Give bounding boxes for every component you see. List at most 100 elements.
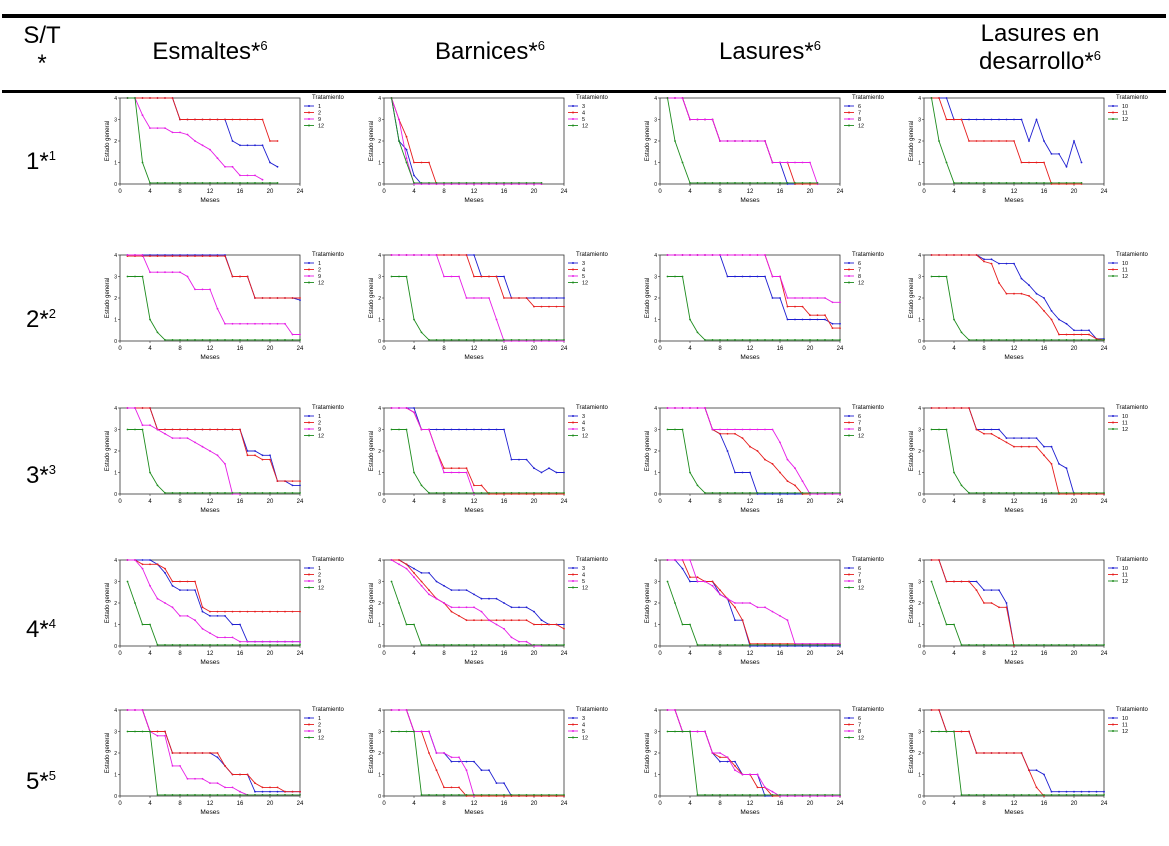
data-point (216, 752, 219, 754)
data-point (291, 492, 294, 494)
legend-label-9: 9 (318, 427, 321, 433)
data-point (726, 756, 729, 759)
data-point (968, 730, 970, 733)
y-axis-label: Estado general (369, 121, 375, 161)
data-point (540, 297, 543, 299)
series-line-5 (391, 254, 564, 342)
x-tick-label: 24 (1101, 189, 1108, 195)
data-point (291, 297, 294, 299)
data-point (1088, 329, 1090, 332)
series-line-12 (931, 429, 1104, 494)
data-point (156, 182, 159, 184)
data-point (480, 610, 483, 613)
x-tick-label: 12 (747, 651, 754, 657)
data-point (261, 322, 264, 325)
data-point (1058, 794, 1060, 796)
data-point (998, 282, 1000, 284)
data-point (164, 428, 166, 431)
data-point (503, 619, 505, 622)
legend-label-1: 1 (318, 104, 321, 110)
data-point (786, 644, 789, 646)
x-tick-label: 12 (1011, 346, 1018, 352)
y-tick-label: 3 (918, 428, 921, 434)
data-point (473, 297, 475, 299)
data-point (681, 407, 684, 409)
legend-marker (848, 730, 850, 732)
data-point (141, 424, 144, 427)
data-point (390, 559, 393, 561)
data-point (269, 339, 271, 341)
legend-marker (1112, 567, 1114, 569)
y-tick-label: 0 (378, 794, 381, 800)
data-point (480, 484, 483, 487)
data-point (450, 254, 453, 256)
data-point (945, 428, 948, 431)
data-point (435, 339, 438, 341)
x-tick-label: 24 (297, 801, 304, 807)
data-point (179, 492, 181, 494)
legend-marker (572, 124, 574, 127)
data-point (666, 709, 669, 711)
data-point (741, 428, 744, 431)
data-point (186, 580, 189, 583)
data-point (1043, 644, 1045, 646)
data-point (983, 140, 985, 142)
data-point (518, 794, 520, 796)
data-point (134, 275, 136, 278)
data-point (1050, 794, 1053, 796)
data-point (473, 182, 475, 184)
data-point (794, 644, 796, 646)
data-point (239, 144, 241, 147)
data-point (201, 492, 204, 494)
data-point (809, 318, 811, 321)
data-point (291, 640, 294, 643)
data-point (734, 794, 736, 796)
legend-title: Tratamiento (312, 405, 344, 411)
x-tick-label: 20 (267, 189, 274, 195)
legend-label-4: 4 (582, 111, 585, 117)
data-point (465, 644, 468, 646)
y-tick-label: 4 (114, 96, 117, 102)
data-point (261, 339, 264, 341)
data-point (450, 794, 453, 796)
data-point (696, 644, 699, 646)
x-tick-label: 4 (412, 189, 416, 195)
legend-label-3: 3 (582, 414, 585, 420)
data-point (983, 589, 985, 591)
data-point (495, 597, 498, 600)
legend-label-12: 12 (858, 736, 864, 742)
data-point (276, 140, 279, 142)
data-point (674, 709, 676, 711)
x-tick-label: 8 (718, 346, 722, 352)
row-label-5: 5*5 (26, 768, 56, 796)
data-point (186, 437, 189, 439)
data-point (1073, 329, 1075, 332)
data-point (839, 794, 841, 796)
data-point (831, 339, 834, 341)
data-point (216, 307, 219, 310)
y-tick-label: 0 (654, 644, 657, 650)
data-point (960, 794, 963, 796)
data-point (1065, 333, 1068, 336)
data-point (1095, 644, 1098, 646)
data-point (503, 627, 505, 630)
row-label-5-text: 5* (26, 768, 49, 795)
series-line-10 (931, 407, 1104, 495)
data-point (1080, 492, 1083, 494)
legend-marker (848, 428, 850, 430)
data-point (975, 580, 978, 583)
data-point (186, 615, 189, 617)
x-tick-label: 0 (922, 189, 926, 195)
data-point (398, 407, 400, 409)
data-point (420, 580, 423, 583)
x-tick-label: 12 (747, 189, 754, 195)
data-point (284, 339, 286, 341)
legend-title: Tratamiento (576, 95, 608, 101)
data-point (525, 492, 528, 494)
x-tick-label: 4 (148, 189, 152, 195)
data-point (1088, 492, 1090, 494)
data-point (809, 297, 811, 299)
